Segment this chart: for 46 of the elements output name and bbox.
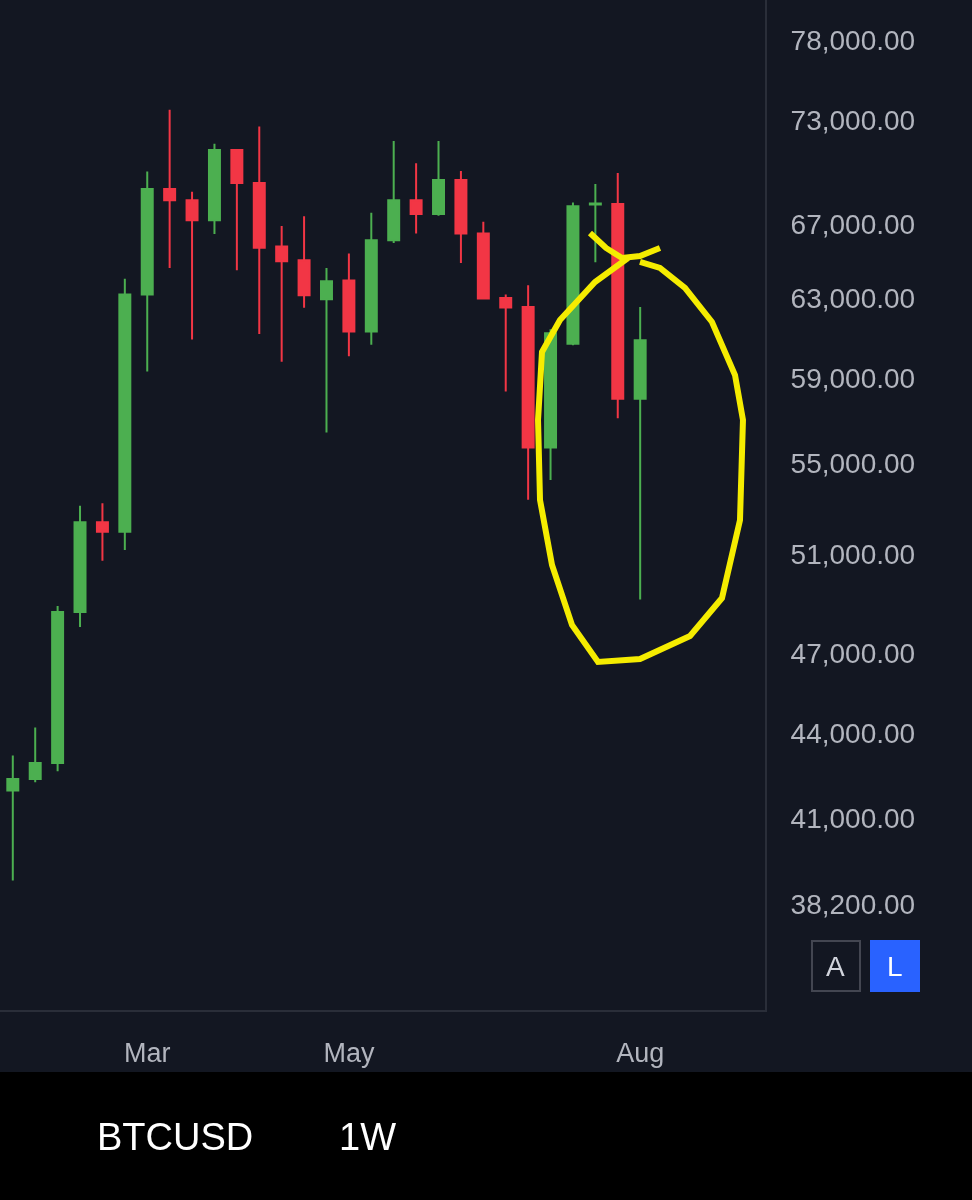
candlestick (51, 605, 65, 773)
candlestick (633, 305, 647, 601)
candlestick (432, 140, 445, 217)
y-tick-label: 51,000.00 (790, 538, 916, 570)
y-tick-label: 41,000.00 (790, 803, 916, 835)
y-tick-label: 55,000.00 (790, 447, 916, 479)
y-tick-label: 44,000.00 (790, 717, 916, 749)
candlestick (588, 183, 602, 264)
candlestick (454, 169, 468, 265)
candlestick (28, 726, 42, 784)
y-tick-label: 78,000.00 (790, 24, 916, 56)
candlestick (73, 504, 87, 629)
candlestick (521, 284, 535, 501)
text: BTCUSD (97, 1116, 254, 1158)
text: L (887, 951, 903, 982)
y-tick-label: 59,000.00 (790, 362, 916, 394)
candlestick (297, 215, 311, 309)
candlestick (95, 502, 109, 562)
x-tick-label: Mar (123, 1038, 171, 1069)
candlestick (163, 108, 177, 270)
y-tick-label: 47,000.00 (790, 637, 916, 669)
y-tick-label: 38,200.00 (790, 888, 916, 920)
candlestick (207, 142, 221, 236)
candlestick (342, 252, 356, 358)
candlestick (364, 211, 378, 346)
candlestick (185, 190, 199, 341)
y-tick-label: 73,000.00 (790, 104, 916, 136)
candlestick (476, 220, 490, 300)
x-tick-label: Aug (616, 1038, 665, 1069)
candlestick (252, 125, 266, 335)
candlestick (140, 170, 154, 373)
candlestick (499, 293, 513, 393)
candlestick (387, 140, 401, 244)
x-tick-label: May (323, 1038, 375, 1069)
candlestick (611, 171, 625, 420)
candlestick (275, 225, 289, 363)
candlestick (409, 162, 423, 235)
candlestick (566, 201, 580, 347)
candlestick (6, 754, 20, 882)
text: A (826, 951, 845, 982)
y-tick-label: 63,000.00 (790, 283, 916, 315)
candlestick (320, 266, 333, 434)
candlestick (230, 148, 244, 272)
text: 1W (339, 1116, 397, 1158)
y-tick-label: 67,000.00 (790, 208, 916, 240)
candlestick (118, 277, 132, 551)
